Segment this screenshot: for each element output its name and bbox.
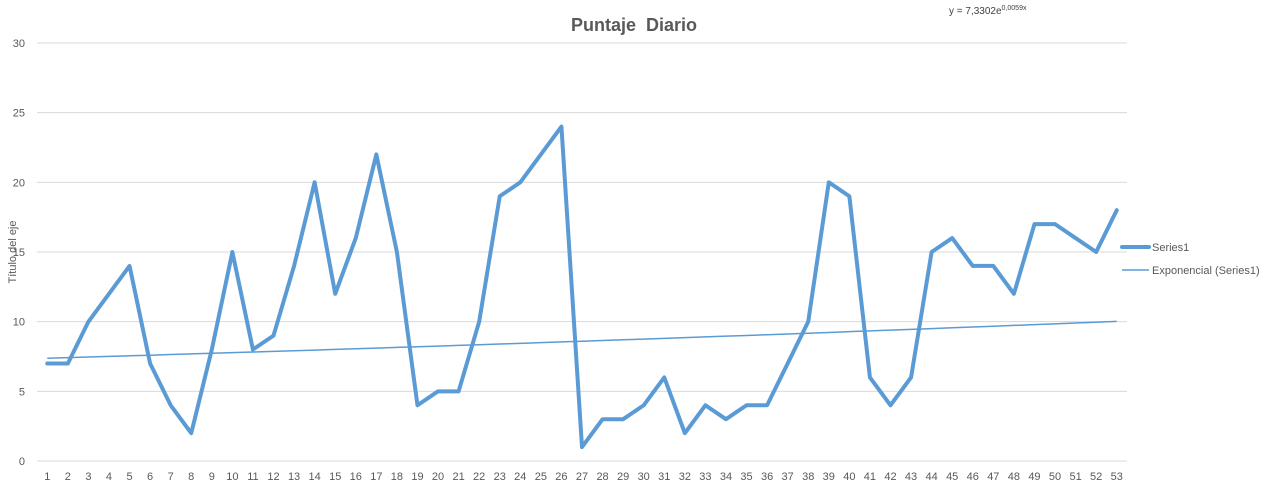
x-tick-label: 36 <box>761 471 773 483</box>
trendline-equation-exponent: 0,0059x <box>1002 5 1027 12</box>
x-tick-label: 53 <box>1111 471 1123 483</box>
x-tick-label: 8 <box>188 471 194 483</box>
x-tick-label: 34 <box>720 471 732 483</box>
x-tick-label: 18 <box>391 471 403 483</box>
x-tick-label: 42 <box>884 471 896 483</box>
legend-label-series1: Series1 <box>1152 242 1189 254</box>
x-tick-label: 7 <box>168 471 174 483</box>
x-tick-label: 11 <box>247 471 258 483</box>
trendline-equation-base: y = 7,3302e <box>949 6 1002 17</box>
x-tick-label: 19 <box>411 471 423 483</box>
x-tick-label: 49 <box>1028 471 1040 483</box>
y-tick-label: 20 <box>13 177 25 189</box>
series-layer <box>45 124 1119 450</box>
x-tick-label: 2 <box>65 471 71 483</box>
x-tick-label: 4 <box>106 471 112 483</box>
x-axis-ticks: 1 2 3 4 5 6 7 8 9 10 11 12 13 14 15 16 17 18 19 20 21 22 23 24 2… <box>44 471 1123 483</box>
x-tick-label: 14 <box>309 471 321 483</box>
x-tick-label: 21 <box>452 471 464 483</box>
y-tick-label: 15 <box>13 247 25 259</box>
x-tick-label: 22 <box>473 471 485 483</box>
x-tick-label: 31 <box>658 471 670 483</box>
x-tick-label: 6 <box>147 471 153 483</box>
legend: Series1 Exponencial (Series1) <box>1120 242 1260 277</box>
y-tick-label: 25 <box>13 108 25 120</box>
x-tick-label: 33 <box>699 471 711 483</box>
y-axis-ticks: 0 5 10 15 20 25 30 <box>13 38 25 468</box>
x-tick-label: 26 <box>555 471 567 483</box>
x-tick-label: 3 <box>85 471 91 483</box>
x-tick-label: 5 <box>126 471 132 483</box>
y-axis-label: Título del eje <box>7 221 19 284</box>
x-tick-label: 20 <box>432 471 444 483</box>
x-tick-label: 23 <box>494 471 506 483</box>
x-tick-label: 15 <box>329 471 341 483</box>
x-tick-label: 37 <box>782 471 794 483</box>
x-tick-label: 44 <box>925 471 937 483</box>
x-tick-label: 28 <box>596 471 608 483</box>
x-tick-label: 47 <box>987 471 999 483</box>
y-tick-label: 30 <box>13 38 25 50</box>
x-tick-label: 1 <box>44 471 50 483</box>
x-tick-label: 16 <box>350 471 362 483</box>
trendline-exponential <box>47 320 1117 360</box>
x-tick-label: 48 <box>1008 471 1020 483</box>
x-tick-label: 9 <box>209 471 215 483</box>
y-tick-label: 0 <box>19 456 25 468</box>
x-tick-label: 41 <box>864 471 876 483</box>
x-tick-label: 43 <box>905 471 917 483</box>
x-tick-label: 51 <box>1069 471 1081 483</box>
x-tick-label: 38 <box>802 471 814 483</box>
x-tick-label: 29 <box>617 471 629 483</box>
y-tick-label: 10 <box>13 317 25 329</box>
y-tick-label: 5 <box>19 386 25 398</box>
x-tick-label: 24 <box>514 471 526 483</box>
x-tick-label: 39 <box>823 471 835 483</box>
chart-title: Puntaje Diario <box>571 15 697 35</box>
x-tick-label: 27 <box>576 471 588 483</box>
x-tick-label: 52 <box>1090 471 1102 483</box>
x-tick-label: 40 <box>843 471 855 483</box>
x-tick-label: 17 <box>370 471 382 483</box>
x-tick-label: 12 <box>267 471 279 483</box>
x-tick-label: 32 <box>679 471 691 483</box>
x-tick-label: 46 <box>967 471 979 483</box>
x-tick-label: 30 <box>638 471 650 483</box>
x-tick-label: 50 <box>1049 471 1061 483</box>
x-tick-label: 13 <box>288 471 300 483</box>
trendline-equation: y = 7,3302e0,0059x <box>949 5 1027 17</box>
series-line-1 <box>45 124 1119 450</box>
x-tick-label: 45 <box>946 471 958 483</box>
x-tick-label: 35 <box>740 471 752 483</box>
legend-label-trendline: Exponencial (Series1) <box>1152 265 1260 277</box>
x-tick-label: 25 <box>535 471 547 483</box>
x-tick-label: 10 <box>226 471 238 483</box>
